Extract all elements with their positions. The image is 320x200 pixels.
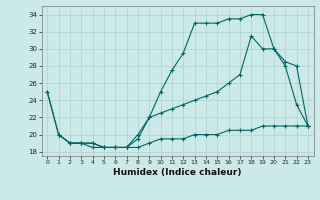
X-axis label: Humidex (Indice chaleur): Humidex (Indice chaleur) <box>113 168 242 177</box>
